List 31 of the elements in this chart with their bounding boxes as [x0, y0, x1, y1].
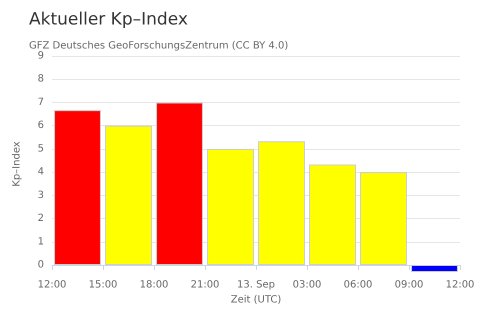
chart-subtitle: GFZ Deutsches GeoForschungsZentrum (CC BY 4.0): [29, 40, 288, 52]
y-tick-label: 8: [38, 74, 44, 85]
bar: [258, 141, 305, 266]
x-tick-label: 13. Sep: [237, 280, 275, 290]
bar: [411, 265, 458, 272]
y-tick-label: 5: [38, 143, 44, 154]
y-axis-title: Kp–Index: [12, 141, 22, 187]
chart-title: Aktueller Kp–Index: [29, 10, 188, 30]
y-tick-label: 7: [38, 96, 44, 108]
bar: [309, 164, 356, 266]
y-tick-label: 9: [38, 50, 44, 62]
y-tick-label: 2: [38, 213, 44, 224]
y-tick-label: 3: [38, 190, 44, 201]
y-tick-label: 0: [38, 260, 44, 271]
bar: [360, 172, 407, 266]
x-tick-label: 15:00: [88, 280, 118, 290]
bar: [105, 126, 152, 266]
bar: [207, 148, 254, 266]
y-tick-label: 6: [38, 120, 44, 132]
x-tick-label: 12:00: [446, 280, 474, 290]
x-tick-label: 09:00: [394, 280, 424, 290]
x-tick-label: 03:00: [292, 280, 322, 290]
y-tick-label: 4: [38, 166, 44, 178]
x-axis-title: Zeit (UTC): [230, 294, 282, 306]
x-tick-label: 18:00: [140, 280, 168, 290]
y-tick-label: 1: [38, 236, 44, 248]
x-tick-label: 06:00: [344, 280, 372, 290]
x-tick-label: 21:00: [190, 280, 220, 290]
bar: [156, 102, 203, 266]
bar: [54, 110, 101, 266]
x-tick-label: 12:00: [38, 280, 66, 290]
